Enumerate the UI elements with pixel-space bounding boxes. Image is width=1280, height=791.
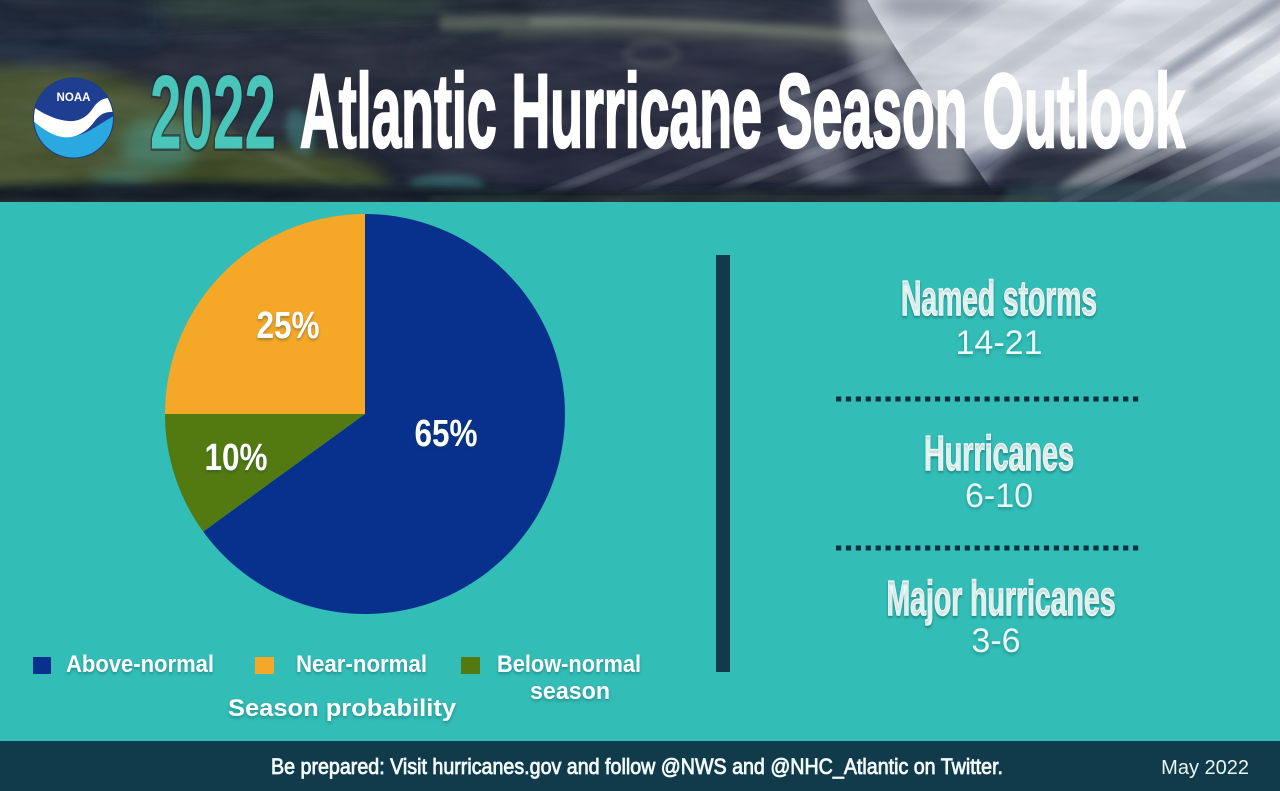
svg-text:season: season bbox=[530, 678, 610, 705]
svg-text:Be prepared: Visit hurricanes.: Be prepared: Visit hurricanes.gov and fo… bbox=[271, 754, 1003, 779]
svg-text:Hurricanes: Hurricanes bbox=[924, 427, 1074, 481]
svg-text:NOAA: NOAA bbox=[57, 90, 91, 104]
svg-text:Above-normal: Above-normal bbox=[66, 651, 214, 678]
svg-text:6-10: 6-10 bbox=[965, 477, 1033, 515]
svg-text:14-21: 14-21 bbox=[956, 324, 1043, 362]
svg-text:Near-normal: Near-normal bbox=[296, 651, 427, 678]
svg-text:10%: 10% bbox=[205, 437, 268, 479]
svg-text:65%: 65% bbox=[415, 413, 478, 455]
svg-text:Atlantic Hurricane Season Outl: Atlantic Hurricane Season Outlook bbox=[300, 53, 1185, 170]
svg-text:25%: 25% bbox=[257, 305, 320, 347]
svg-text:May 2022: May 2022 bbox=[1161, 757, 1249, 779]
svg-text:3-6: 3-6 bbox=[971, 622, 1020, 660]
svg-text:Season probability: Season probability bbox=[228, 695, 457, 722]
svg-text:Named storms: Named storms bbox=[901, 272, 1097, 326]
svg-text:Major hurricanes: Major hurricanes bbox=[887, 572, 1116, 626]
svg-text:Below-normal: Below-normal bbox=[497, 651, 641, 678]
svg-text:2022: 2022 bbox=[150, 55, 276, 172]
